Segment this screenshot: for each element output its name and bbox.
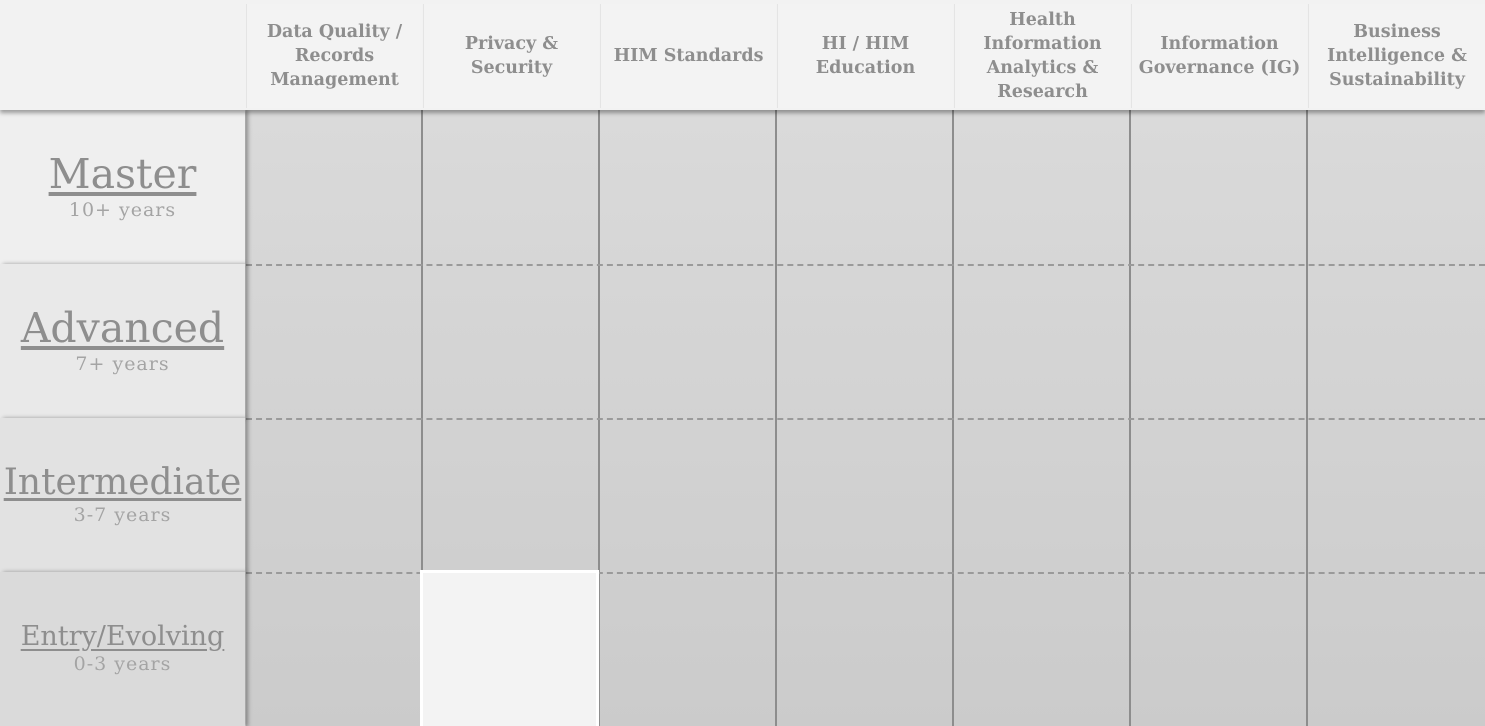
row-label-entry-evolving[interactable]: Entry/Evolving 0-3 years xyxy=(0,572,245,726)
column-header-label: Health Information Analytics & Research xyxy=(983,10,1102,102)
column-header-label: HIM Standards xyxy=(613,46,764,66)
row-title: Master xyxy=(48,150,197,199)
column-header-privacy-security[interactable]: Privacy & Security xyxy=(423,4,599,108)
matrix-body[interactable] xyxy=(246,110,1485,726)
row-years: 3-7 years xyxy=(73,503,172,526)
row-title: Advanced xyxy=(20,304,225,353)
row-divider xyxy=(246,572,1485,574)
column-header-label: Data Quality / Records Management xyxy=(266,22,403,90)
selected-cell-entry-privacy[interactable] xyxy=(420,570,599,726)
column-header-row: Data Quality / Records Management Privac… xyxy=(0,0,1485,110)
row-years: 10+ years xyxy=(68,198,177,221)
corner-cell xyxy=(0,0,245,110)
column-header-him-standards[interactable]: HIM Standards xyxy=(600,4,776,108)
column-header-business-intelligence[interactable]: Business Intelligence & Sustainability xyxy=(1308,4,1485,108)
row-years: 7+ years xyxy=(75,352,170,375)
row-label-intermediate[interactable]: Intermediate 3-7 years xyxy=(0,418,245,573)
column-header-label: Information Governance (IG) xyxy=(1138,34,1301,78)
row-title: Entry/Evolving xyxy=(20,620,225,652)
row-divider xyxy=(246,418,1485,420)
row-label-master[interactable]: Master 10+ years xyxy=(0,110,245,265)
row-title: Intermediate xyxy=(3,462,242,504)
column-header-him-education[interactable]: HI / HIM Education xyxy=(777,4,953,108)
column-header-data-quality[interactable]: Data Quality / Records Management xyxy=(246,4,422,108)
column-header-label: Business Intelligence & Sustainability xyxy=(1327,22,1467,90)
row-divider xyxy=(246,264,1485,266)
column-header-information-governance[interactable]: Information Governance (IG) xyxy=(1131,4,1307,108)
column-header-label: Privacy & Security xyxy=(464,34,559,78)
column-header-label: HI / HIM Education xyxy=(815,34,916,78)
row-label-advanced[interactable]: Advanced 7+ years xyxy=(0,264,245,419)
column-header-analytics-research[interactable]: Health Information Analytics & Research xyxy=(954,4,1130,108)
row-years: 0-3 years xyxy=(73,653,172,676)
